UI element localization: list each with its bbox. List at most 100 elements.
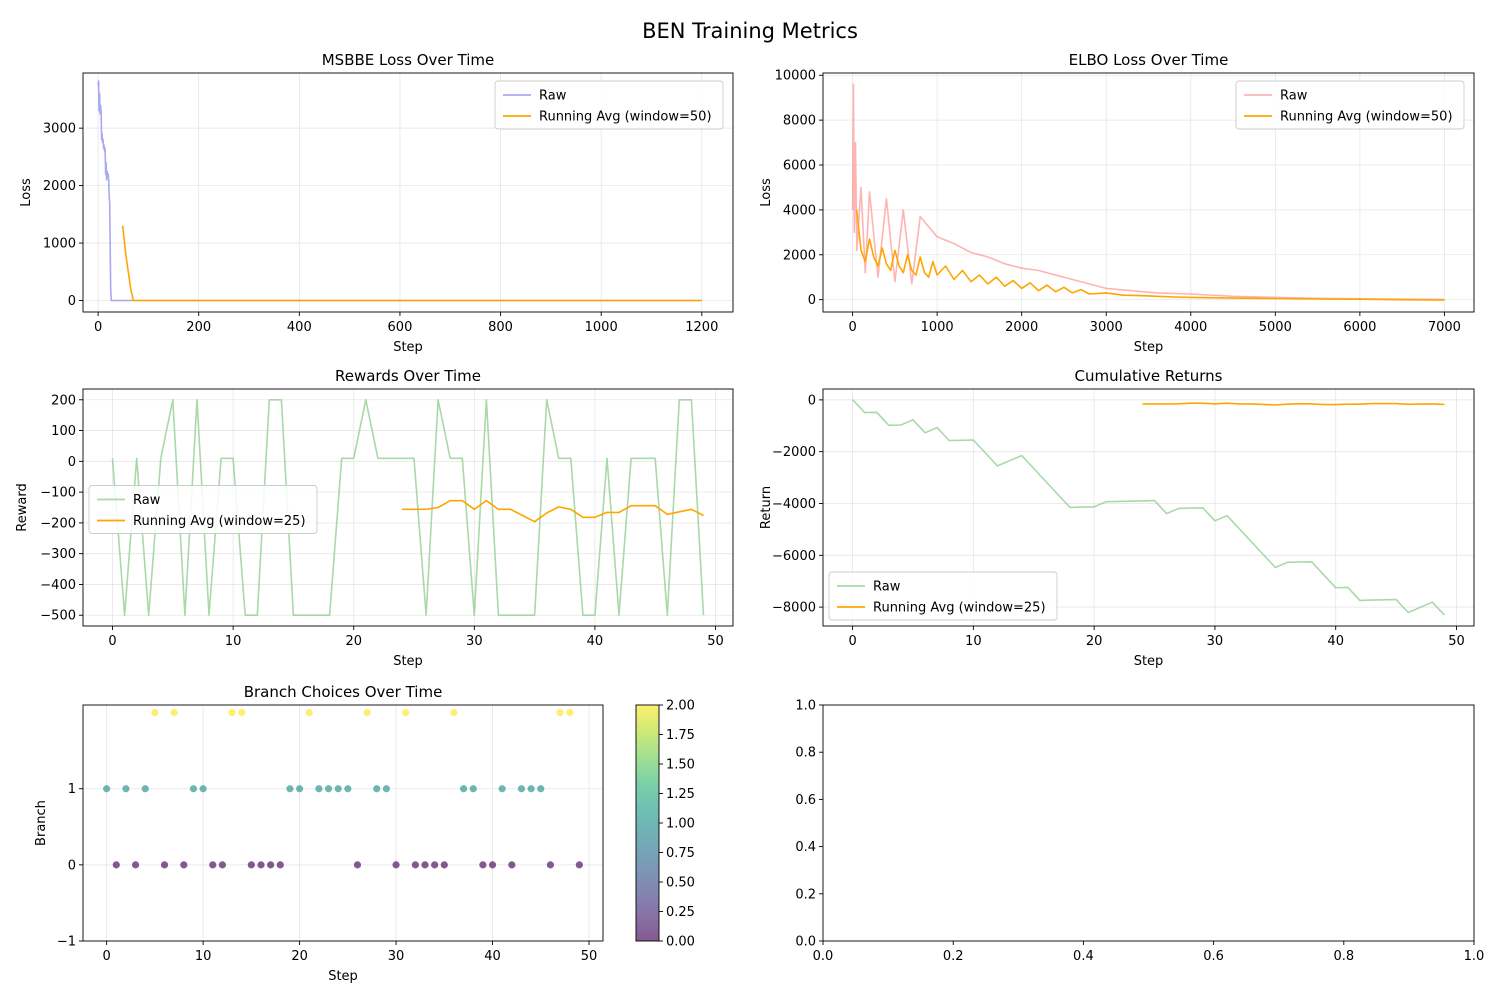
x-tick-label: 0: [848, 634, 856, 649]
x-tick-label: 0.4: [1073, 949, 1094, 964]
scatter-point: [295, 785, 304, 793]
legend: Raw Running Avg (window=50): [1235, 80, 1465, 130]
scatter-point: [488, 861, 497, 869]
scatter-point: [373, 785, 381, 793]
x-tick-label: 40: [484, 949, 501, 964]
y-tick-label: −6000: [772, 549, 816, 564]
series-line-2: [402, 499, 704, 523]
scatter-point: [315, 785, 323, 793]
y-tick-label: 6000: [783, 159, 816, 174]
y-tick-label: 1.0: [795, 699, 816, 714]
colorbar-tick-label: 0.00: [666, 935, 695, 950]
y-tick-label: −2000: [772, 445, 816, 460]
y-tick-label: 0.0: [795, 935, 816, 950]
legend-label: Running Avg (window=50): [539, 110, 712, 125]
legend-box: [828, 571, 1058, 621]
y-tick-label: 0: [808, 293, 816, 308]
x-tick-label: 0.6: [1203, 949, 1224, 964]
series-line-2: [1142, 402, 1445, 406]
x-tick-label: 4000: [1174, 320, 1207, 335]
colorbar-tick-label: 1.00: [666, 817, 695, 832]
y-tick-label: 1000: [43, 237, 76, 252]
chart-3: 0 10 20 30 40 50 −500 −400 −300 −200 −100 0 100 200 Re…: [15, 367, 734, 669]
y-tick-label: 0: [808, 393, 816, 408]
x-tick-label: 30: [388, 949, 405, 964]
y-tick-label: −300: [40, 547, 76, 562]
series-line-2: [855, 209, 1445, 301]
series-line-1: [111, 398, 705, 617]
plot-frame: [822, 388, 1475, 627]
y-tick-label: −8000: [772, 601, 816, 616]
y-tick-label: 0: [68, 294, 76, 309]
x-tick-label: 20: [345, 634, 362, 649]
scatter-point: [286, 785, 294, 793]
x-tick-label: 30: [1207, 634, 1224, 649]
plot-frame: [822, 72, 1475, 313]
legend-label: Raw: [539, 89, 567, 104]
y-tick-label: 0.2: [795, 887, 816, 902]
y-tick-label: −400: [40, 578, 76, 593]
chart-title: Cumulative Returns: [1075, 367, 1223, 385]
x-tick-label: 7000: [1428, 320, 1461, 335]
series-line-2: [121, 225, 702, 302]
legend: Raw Running Avg (window=25): [88, 485, 318, 534]
y-tick-label: −100: [40, 486, 76, 501]
x-axis-label: Step: [328, 969, 358, 984]
plot-frame: [82, 72, 734, 313]
x-tick-label: 20: [291, 949, 308, 964]
x-tick-label: 1200: [685, 320, 718, 335]
x-tick-label: 20: [1086, 634, 1103, 649]
x-tick-label: 40: [1327, 634, 1344, 649]
chart-4: 0 10 20 30 40 50 −8000 −6000 −4000 −2000 0 Cumulati…: [759, 367, 1475, 669]
x-tick-label: 5000: [1259, 320, 1292, 335]
x-tick-label: 2000: [1005, 320, 1038, 335]
scatter-point: [527, 785, 535, 793]
y-tick-label: 0.8: [795, 746, 816, 761]
scatter-point: [421, 861, 429, 869]
colorbar-tick-label: 1.50: [666, 758, 695, 773]
x-tick-label: 10: [195, 949, 212, 964]
scatter-point: [247, 861, 255, 869]
scatter-point: [575, 861, 583, 869]
scatter-point: [537, 785, 545, 793]
chart-title: MSBBE Loss Over Time: [322, 51, 495, 69]
y-axis-label: Return: [759, 486, 774, 529]
legend: Raw Running Avg (window=25): [828, 571, 1058, 621]
x-tick-label: 0: [108, 634, 116, 649]
scatter-point: [392, 861, 400, 869]
x-tick-label: 50: [707, 634, 724, 649]
chart-title: Rewards Over Time: [335, 367, 481, 385]
x-tick-label: 1000: [921, 320, 954, 335]
y-tick-label: 0.6: [795, 793, 816, 808]
legend-label: Running Avg (window=25): [873, 601, 1046, 616]
colorbar: [636, 705, 659, 941]
scatter-point: [199, 785, 207, 793]
x-tick-label: 200: [186, 320, 211, 335]
scatter-point: [189, 785, 198, 793]
y-tick-label: 8000: [783, 114, 816, 129]
x-tick-label: 1000: [585, 320, 618, 335]
x-tick-label: 0: [94, 320, 102, 335]
series-line-1: [97, 80, 702, 302]
y-axis-label: Branch: [34, 800, 49, 846]
colorbar-tick-label: 1.75: [666, 728, 695, 743]
x-tick-label: 10: [225, 634, 242, 649]
legend-label: Running Avg (window=50): [1280, 110, 1453, 125]
colorbar-tick-label: 0.25: [666, 905, 695, 920]
y-tick-label: −4000: [772, 497, 816, 512]
legend: Raw Running Avg (window=50): [494, 80, 724, 130]
x-tick-label: 50: [581, 949, 598, 964]
x-tick-label: 0.2: [943, 949, 964, 964]
chart-2: 0 1000 2000 3000 4000 5000 6000 7000 0 2000 4000 60…: [759, 51, 1475, 355]
x-tick-label: 600: [388, 320, 413, 335]
scatter-point: [479, 861, 487, 869]
plot-frame: [822, 704, 1475, 942]
x-axis-label: Step: [393, 340, 423, 355]
x-tick-label: 10: [965, 634, 982, 649]
x-tick-label: 50: [1448, 634, 1465, 649]
scatter-point: [238, 709, 246, 717]
scatter-point: [276, 861, 284, 869]
scatter-point: [257, 861, 265, 869]
x-tick-label: 400: [287, 320, 312, 335]
y-tick-label: 2000: [43, 179, 76, 194]
